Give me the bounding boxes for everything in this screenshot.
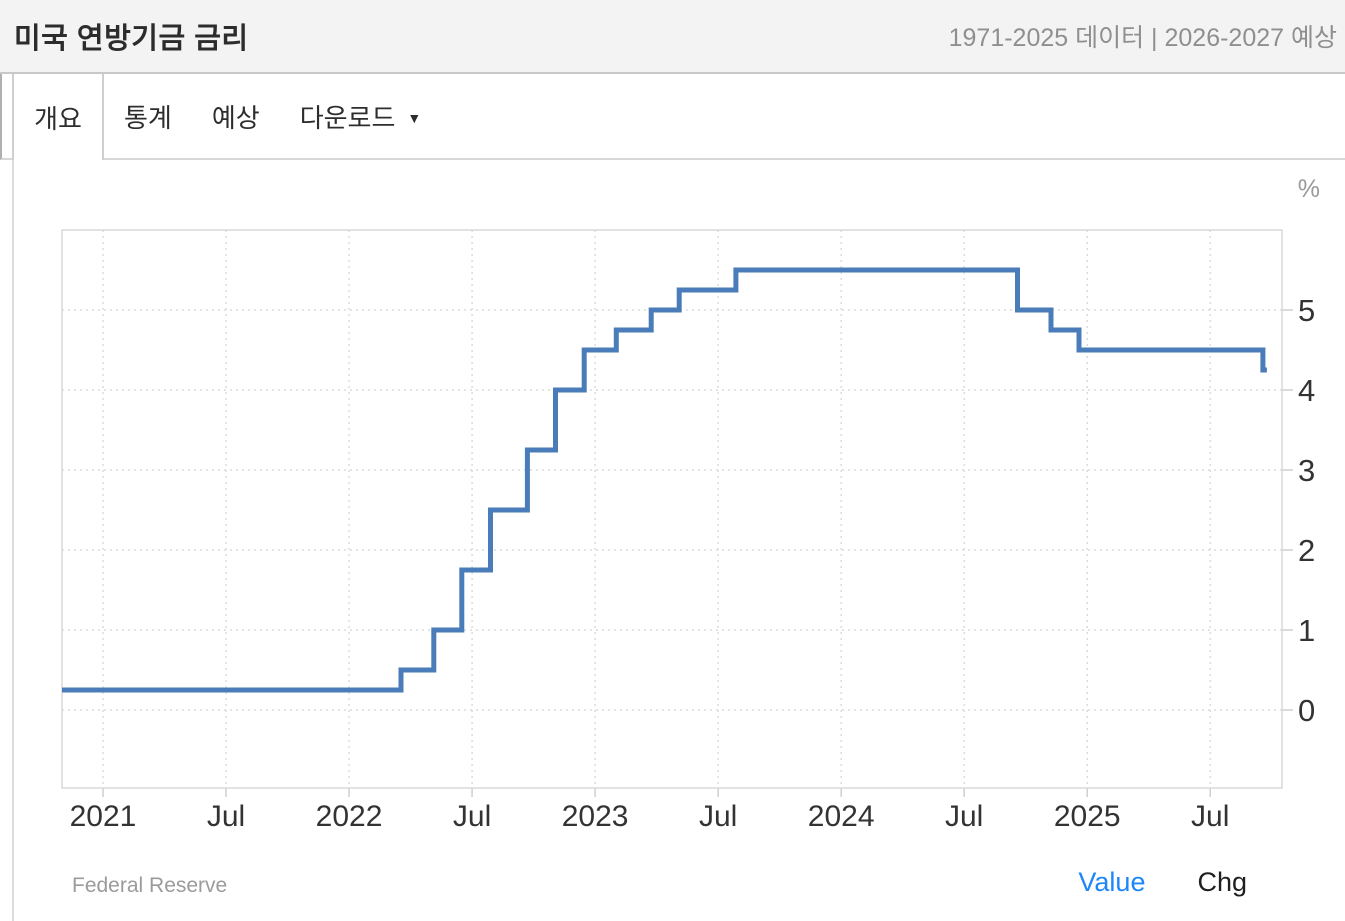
panel-left-border [12, 160, 14, 921]
tab-bar: 개요 통계 예상 다운로드 ▼ [0, 74, 1345, 160]
x-axis-label: Jul [453, 800, 491, 833]
x-axis-label: 2023 [562, 800, 629, 833]
chart-footer: Federal Reserve Value Chg [0, 865, 1345, 921]
chart-area: % 0 1 2 3 4 5 2021 Jul 2022 Jul 2023 Jul 2024 Jul 2025… [0, 160, 1345, 865]
y-axis-label: 0 [1298, 693, 1315, 728]
chart-panel: % 0 1 2 3 4 5 2021 Jul 2022 Jul 2023 Jul 2024 Jul 2025… [0, 160, 1345, 921]
x-axis-label: Jul [207, 800, 245, 833]
x-axis-label: 2024 [808, 800, 875, 833]
header: 미국 연방기금 금리 1971-2025 데이터 | 2026-2027 예상 [0, 0, 1345, 74]
caret-down-icon: ▼ [407, 110, 422, 126]
toggle-value[interactable]: Value [1078, 867, 1146, 897]
y-axis-label: 3 [1298, 453, 1315, 488]
y-axis-label: 4 [1298, 373, 1315, 408]
tab-overview[interactable]: 개요 [12, 74, 104, 160]
y-axis-label: 5 [1298, 293, 1315, 328]
x-axis-label: Jul [1191, 800, 1229, 833]
plot-border [61, 229, 1283, 789]
toggle-chg[interactable]: Chg [1197, 867, 1247, 897]
data-range-note: 1971-2025 데이터 | 2026-2027 예상 [948, 24, 1337, 52]
source-label: Federal Reserve [72, 874, 228, 897]
x-axis-label: 2022 [316, 800, 383, 833]
series-toggles: Value Chg [1078, 867, 1247, 898]
x-axis-label: Jul [945, 800, 983, 833]
y-axis-unit-label: % [1298, 175, 1320, 203]
rate-chart: % 0 1 2 3 4 5 2021 Jul 2022 Jul 2023 Jul 2024 Jul 2025… [61, 175, 1320, 833]
x-axis-label: 2025 [1054, 800, 1121, 833]
tab-download-label: 다운로드 [299, 102, 396, 133]
y-axis-label: 2 [1298, 533, 1315, 568]
x-axis-label: 2021 [70, 800, 137, 833]
x-axis-label: Jul [699, 800, 737, 833]
tab-stats[interactable]: 통계 [124, 102, 172, 133]
page-title: 미국 연방기금 금리 [14, 23, 249, 55]
series-line-value [62, 267, 1267, 693]
y-axis-label: 1 [1298, 613, 1315, 648]
tab-forecast[interactable]: 예상 [211, 102, 260, 133]
tab-download[interactable]: 다운로드 ▼ [280, 74, 442, 158]
